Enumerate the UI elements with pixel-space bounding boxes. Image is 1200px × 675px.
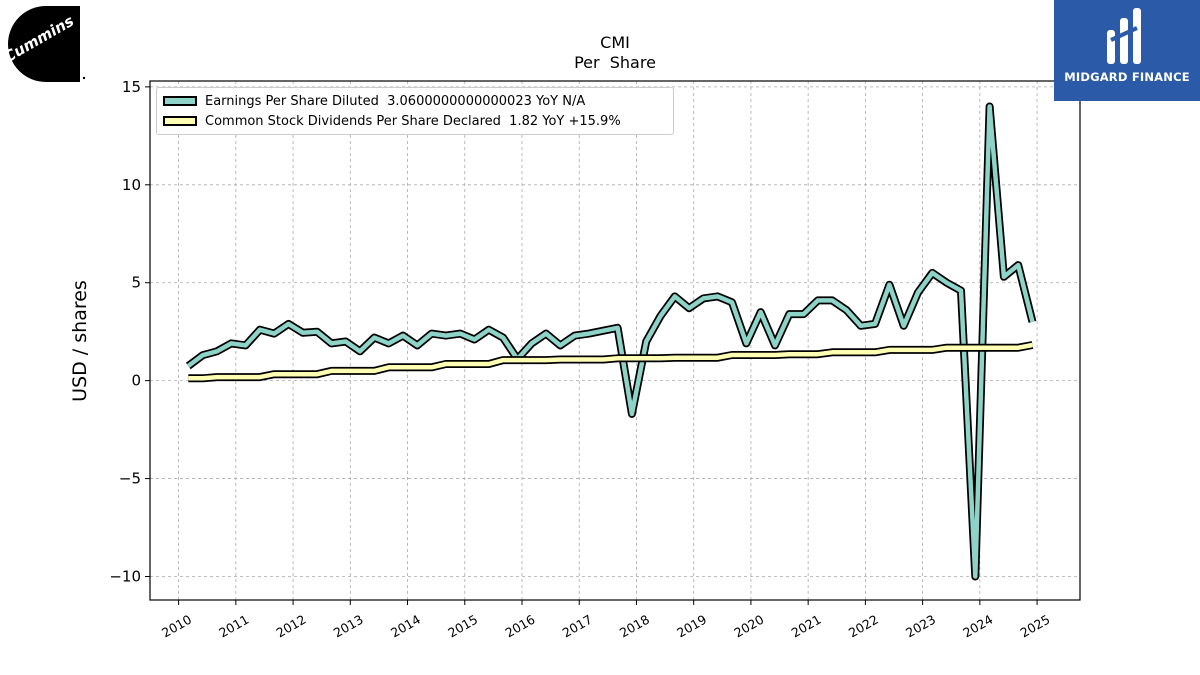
series-lines [185,102,1037,581]
x-tick-label: 2018 [617,612,652,641]
y-tick-label: 15 [122,78,141,96]
midgard-logo-text: MIDGARD FINANCE [1064,70,1190,84]
x-tick-label: 2024 [960,612,995,641]
grid-lines [150,81,1080,600]
x-tick-label: 2011 [216,612,251,641]
y-axis-ticks: 15 10 5 0 −5 −10 [109,78,150,585]
midgard-logo-icon [1107,8,1141,64]
x-tick-label: 2021 [789,612,824,641]
y-tick-label: −10 [109,567,141,585]
x-tick-label: 2010 [159,612,194,641]
cummins-logo-icon [8,6,86,82]
x-tick-label: 2014 [388,612,423,641]
cummins-logo: Cummins [1,6,86,82]
legend-swatch-eps [163,96,197,106]
plot-frame [149,80,1081,601]
y-axis-label: USD / shares [69,280,91,402]
x-tick-label: 2025 [1018,612,1053,641]
y-tick-label: 0 [131,372,141,390]
midgard-finance-logo: MIDGARD FINANCE [1054,0,1200,101]
x-tick-label: 2016 [502,612,537,641]
x-tick-label: 2015 [445,612,480,641]
chart-legend: Earnings Per Share Diluted 3.06000000000… [156,87,674,135]
series-outline-0 [185,102,1037,581]
x-tick-label: 2022 [846,612,881,641]
chart-title: CMI [600,33,630,52]
x-tick-label: 2023 [903,612,938,641]
legend-item-dividends: Common Stock Dividends Per Share Declare… [163,112,621,130]
x-tick-label: 2013 [331,612,366,641]
y-tick-label: −5 [119,470,141,488]
legend-swatch-dividends [163,116,197,126]
chart-subtitle: Per Share [574,53,656,72]
x-axis-ticks: 2010 2011 2012 2013 2014 2015 2016 2017 2018 2019… [159,600,1053,641]
y-tick-label: 5 [131,274,141,292]
series-line-0 [186,104,1035,579]
x-tick-label: 2020 [731,612,766,641]
x-tick-label: 2017 [560,612,595,641]
y-tick-label: 10 [122,176,141,194]
legend-label-eps: Earnings Per Share Diluted 3.06000000000… [205,93,586,109]
x-tick-label: 2019 [674,612,709,641]
x-tick-label: 2012 [274,612,309,641]
series-line-1 [188,342,1033,381]
legend-item-eps: Earnings Per Share Diluted 3.06000000000… [163,92,585,110]
legend-label-dividends: Common Stock Dividends Per Share Declare… [205,113,621,129]
